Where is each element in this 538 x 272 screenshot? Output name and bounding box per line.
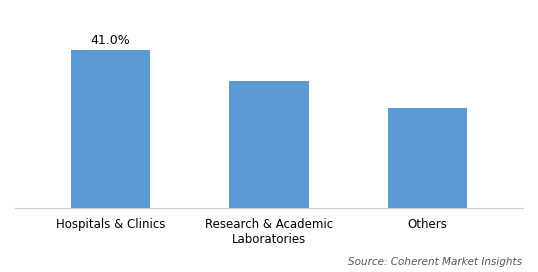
Text: Source: Coherent Market Insights: Source: Coherent Market Insights — [348, 256, 522, 267]
Bar — [70, 50, 150, 208]
Text: 41.0%: 41.0% — [90, 34, 130, 47]
Bar — [229, 81, 309, 208]
Bar — [388, 108, 468, 208]
